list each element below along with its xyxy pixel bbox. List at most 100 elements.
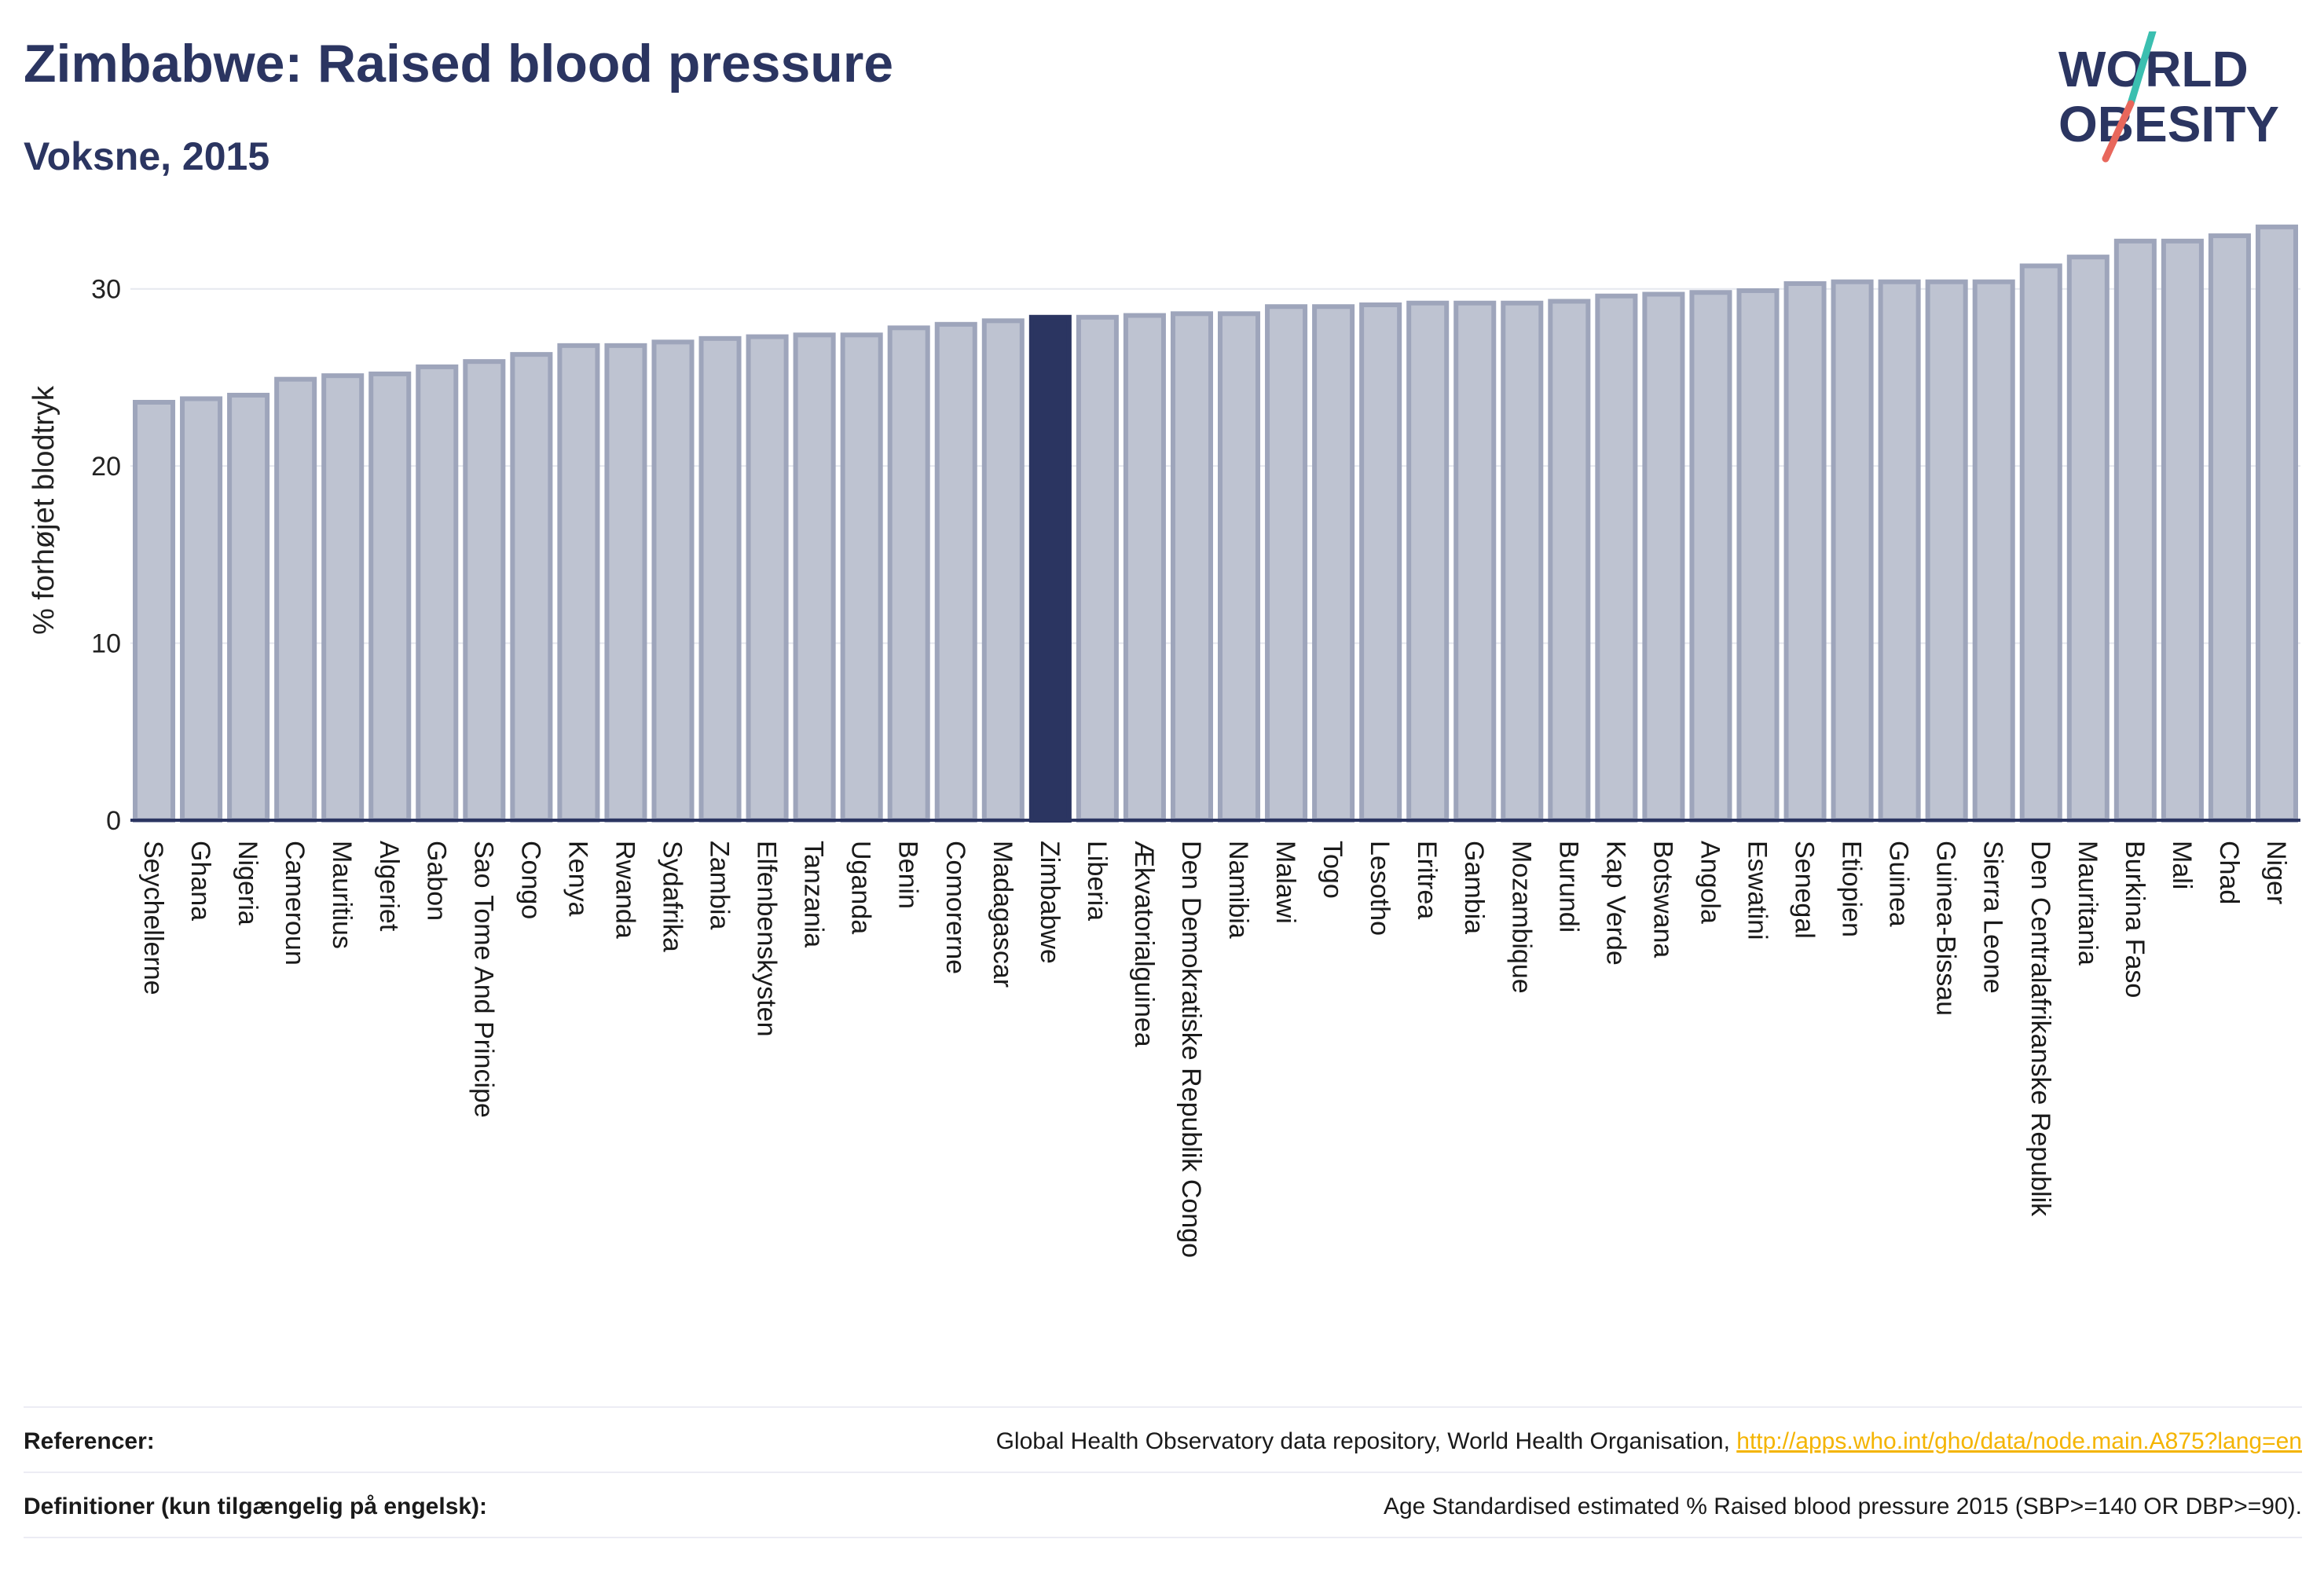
x-tick-label: Nigeria <box>233 841 262 925</box>
y-tick-label: 0 <box>106 806 121 836</box>
x-tick-label: Comorerne <box>940 841 970 974</box>
x-tick-label: Sydafrika <box>658 841 687 952</box>
x-tick-label: Eswatini <box>1743 841 1772 940</box>
x-tick-label: Senegal <box>1790 841 1820 939</box>
y-tick-label: 20 <box>91 452 121 482</box>
bar <box>510 352 553 823</box>
bar <box>557 343 600 823</box>
x-tick-label: Angola <box>1695 841 1725 924</box>
x-tick-label: Den Demokratiske Republik Congo <box>1176 841 1206 1258</box>
x-tick-label: Malawi <box>1270 841 1300 924</box>
x-tick-label: Burkina Faso <box>2120 841 2150 998</box>
footer-divider-middle <box>24 1472 2302 1473</box>
x-tick-label: Lesotho <box>1365 841 1395 936</box>
x-tick-label: Congo <box>515 841 545 919</box>
bar <box>1736 288 1780 823</box>
x-tick-label: Togo <box>1318 841 1347 899</box>
y-tick-label: 10 <box>91 629 121 659</box>
x-tick-label: Uganda <box>846 841 876 934</box>
x-tick-label: Rwanda <box>610 841 640 939</box>
definitions-text: Age Standardised estimated % Raised bloo… <box>1383 1494 2302 1519</box>
bar <box>1265 304 1308 823</box>
bar <box>180 396 223 823</box>
bar <box>1312 304 1355 823</box>
chart-title: Zimbabwe: Raised blood pressure <box>24 34 894 93</box>
bar <box>793 332 836 823</box>
x-tick-label: Zambia <box>705 841 735 929</box>
bar <box>1595 293 1638 823</box>
x-tick-label: Guinea-Bissau <box>1931 841 1961 1016</box>
x-tick-label: Elfenbenskysten <box>752 841 782 1037</box>
bar <box>2255 224 2298 823</box>
bar <box>1453 300 1497 823</box>
x-tick-label: Gambia <box>1459 841 1489 934</box>
bar <box>2161 238 2204 823</box>
x-tick-label: Algeriet <box>374 841 404 932</box>
x-tick-label: Botswana <box>1648 841 1677 958</box>
bar <box>1359 302 1402 823</box>
bar <box>840 332 883 823</box>
x-tick-label: Mauritania <box>2073 841 2102 966</box>
bar <box>1123 313 1166 823</box>
x-tick-label: Seychellerne <box>138 841 168 995</box>
bar <box>1783 280 1827 823</box>
x-tick-label: Mozambique <box>1506 841 1536 994</box>
references-label: Referencer: <box>24 1428 155 1454</box>
world-obesity-logo: WORLD OBESITY <box>2058 31 2279 163</box>
bar <box>1831 279 1874 823</box>
x-tick-label: Eritrea <box>1412 841 1442 919</box>
x-tick-label: Etiopien <box>1837 841 1867 937</box>
logo-line-1: WORLD <box>2058 41 2249 97</box>
bar-chart: 0 10 20 30 % forhøjet blodtryk Seychellerne Gh… <box>27 224 2300 1258</box>
bar <box>1406 300 1450 823</box>
bar <box>274 376 317 823</box>
y-axis-label: % forhøjet blodtryk <box>27 385 60 635</box>
bar <box>321 373 365 823</box>
bar <box>1501 300 1544 823</box>
bar <box>1972 279 2015 823</box>
x-tick-label: Cameroun <box>280 841 310 966</box>
logo-slash-teal <box>2127 31 2157 108</box>
x-tick-label: Guinea <box>1884 841 1914 927</box>
bar <box>2208 233 2251 823</box>
bar <box>981 318 1025 823</box>
x-tick-label: Sao Tome And Principe <box>468 841 498 1118</box>
bar <box>887 325 930 823</box>
bar <box>1076 314 1119 823</box>
logo-line-2: OBESITY <box>2058 96 2279 152</box>
bar <box>1642 291 1685 823</box>
references-row: Referencer: Global Health Observatory da… <box>24 1410 2302 1473</box>
bar <box>651 339 695 823</box>
x-tick-label: Kap Verde <box>1600 841 1630 966</box>
x-tick-label: Madagascar <box>988 841 1017 988</box>
bar <box>1689 290 1732 823</box>
x-tick-label: Niger <box>2261 841 2291 904</box>
x-tick-label: Zimbabwe <box>1035 841 1065 964</box>
bar <box>1878 279 1921 823</box>
x-tick-label: Chad <box>2214 841 2244 904</box>
references-value: Global Health Observatory data repositor… <box>996 1428 2302 1455</box>
x-tick-label: Mauritius <box>327 841 357 949</box>
bar <box>416 364 459 823</box>
x-tick-label: Gabon <box>421 841 451 921</box>
bar <box>133 399 176 823</box>
bar <box>1218 311 1261 823</box>
bar-highlight <box>1028 314 1072 823</box>
bar <box>1548 299 1591 823</box>
definitions-row: Definitioner (kun tilgængelig på engelsk… <box>24 1475 2302 1538</box>
bar <box>934 321 977 823</box>
bar <box>227 392 270 823</box>
x-tick-label: Mali <box>2167 841 2197 889</box>
bar <box>463 359 506 823</box>
bar <box>2066 255 2110 823</box>
x-tick-label: Kenya <box>563 841 592 916</box>
footer-divider-top <box>24 1406 2302 1408</box>
bar <box>368 371 412 823</box>
definitions-label: Definitioner (kun tilgængelig på engelsk… <box>24 1494 488 1519</box>
footer-divider-bottom <box>24 1537 2302 1538</box>
chart-subtitle: Voksne, 2015 <box>24 134 270 178</box>
bar <box>604 343 647 823</box>
references-link[interactable]: http://apps.who.int/gho/data/node.main.A… <box>1736 1428 2302 1454</box>
bar <box>746 334 789 823</box>
x-tick-label: Tanzania <box>799 841 829 947</box>
